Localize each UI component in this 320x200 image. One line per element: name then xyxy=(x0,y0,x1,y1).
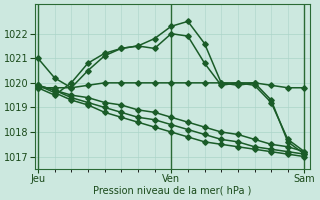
X-axis label: Pression niveau de la mer( hPa ): Pression niveau de la mer( hPa ) xyxy=(93,186,252,196)
